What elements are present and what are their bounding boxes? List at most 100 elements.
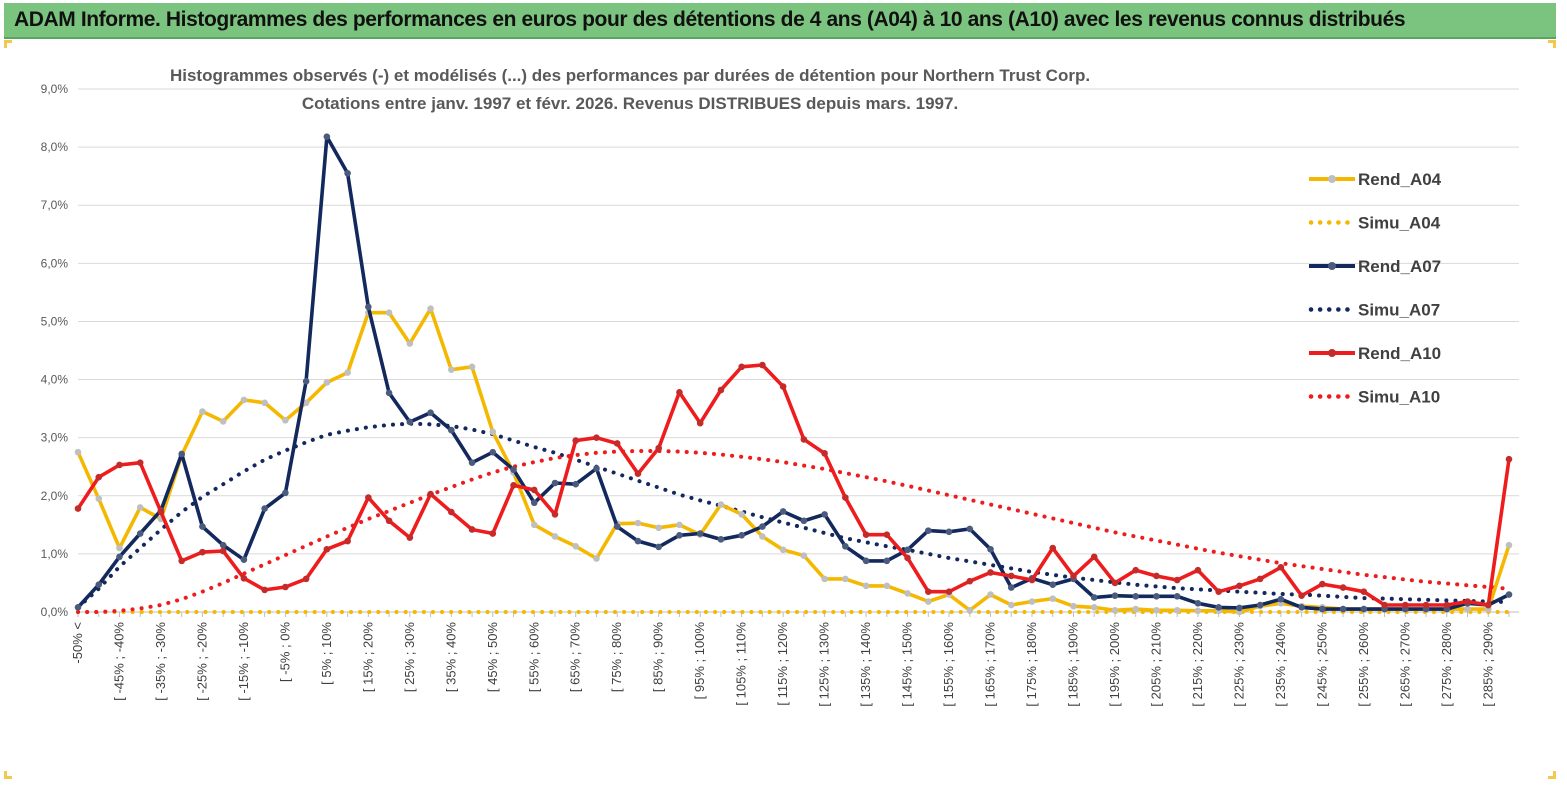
data-point-Rend_A04: [219, 418, 227, 425]
legend-item-Rend_A04: Rend_A04: [1309, 170, 1442, 189]
data-point-Rend_A10: [1194, 566, 1202, 574]
data-point-Rend_A10: [966, 577, 974, 585]
data-point-Rend_A04: [779, 546, 787, 554]
data-point-Rend_A07: [572, 480, 580, 488]
x-tick-label: [ 65% ; 70%: [568, 622, 583, 693]
series-line-Rend_A04: [76, 306, 1511, 614]
data-point-Rend_A07: [1256, 601, 1264, 609]
series-line-Simu_A10: [76, 449, 1511, 614]
data-point-Rend_A04: [1505, 541, 1513, 549]
data-point-Rend_A07: [593, 465, 600, 472]
frame-corner-bottom-left: [4, 776, 12, 779]
data-point-Rend_A10: [385, 517, 393, 525]
chart-title: Histogrammes observés (-) et modélisés (…: [170, 66, 1090, 113]
x-tick-label: [ -15% ; -10%: [236, 622, 251, 701]
data-point-Rend_A04: [344, 369, 351, 376]
data-point-Rend_A07: [987, 545, 994, 553]
x-tick-label: [ 195% ; 200%: [1107, 622, 1122, 707]
x-tick-label: [ 175% ; 180%: [1024, 622, 1039, 707]
series-line-Rend_A07: [76, 134, 1510, 611]
data-point-Rend_A04: [551, 533, 559, 540]
x-tick-label: [ 255% ; 260%: [1356, 622, 1371, 707]
data-point-Rend_A10: [261, 586, 268, 594]
data-point-Rend_A10: [904, 554, 911, 562]
data-point-Rend_A10: [74, 505, 82, 512]
y-tick-label: 3,0%: [41, 431, 69, 445]
data-point-Rend_A07: [634, 537, 642, 545]
data-point-Rend_A07: [530, 499, 538, 507]
data-point-Rend_A10: [1298, 592, 1305, 600]
frame-corner-top-left-v: [4, 40, 7, 48]
x-axis: -50% < [ -45% ; -40% [ -35% ; -30% [ -25% ;…: [70, 611, 1519, 707]
data-point-Rend_A10: [116, 461, 123, 469]
data-point-Rend_A04: [530, 521, 538, 529]
data-point-Rend_A07: [344, 169, 351, 177]
frame-corner-top-left: [4, 40, 12, 43]
data-point-Rend_A04: [427, 305, 434, 312]
data-point-Rend_A07: [717, 536, 725, 543]
x-tick-label: [ 165% ; 170%: [983, 622, 998, 707]
data-point-Rend_A07: [821, 511, 828, 518]
data-point-Rend_A04: [1173, 606, 1181, 614]
legend-label: Rend_A04: [1358, 170, 1442, 189]
data-point-Rend_A07: [1339, 605, 1347, 613]
legend-item-Simu_A07: Simu_A07: [1308, 301, 1440, 320]
legend-item-Simu_A04: Simu_A04: [1308, 214, 1441, 233]
data-point-Rend_A07: [199, 523, 206, 530]
data-point-Rend_A04: [1153, 606, 1160, 614]
x-tick-label: [ 215% ; 220%: [1190, 622, 1205, 707]
data-point-Rend_A07: [696, 530, 704, 537]
data-point-Rend_A04: [74, 448, 82, 456]
y-axis: 0,0% 1,0% 2,0% 3,0% 4,0% 5,0% 6,0% 7,0% 8,0% 9,0%: [41, 82, 69, 619]
x-tick-label: [ 135% ; 140%: [858, 622, 873, 707]
data-point-Rend_A10: [1236, 582, 1243, 590]
x-tick-label: [ 105% ; 110%: [734, 622, 749, 706]
data-point-Rend_A04: [323, 379, 331, 386]
report-title: ADAM Informe. Histogrammes des performan…: [14, 8, 1406, 31]
data-point-Rend_A07: [468, 459, 476, 466]
data-point-Rend_A07: [613, 523, 621, 530]
x-tick-label: [ -45% ; -40%: [111, 622, 126, 701]
data-point-Rend_A10: [779, 383, 787, 390]
data-point-Rend_A07: [1236, 604, 1243, 612]
y-tick-label: 1,0%: [41, 547, 69, 561]
data-point-Rend_A10: [282, 583, 289, 591]
data-point-Rend_A10: [1153, 572, 1160, 580]
chart-title-line-1: Histogrammes observés (-) et modélisés (…: [170, 66, 1090, 85]
data-point-Rend_A07: [1132, 593, 1139, 600]
data-point-Rend_A10: [95, 473, 103, 481]
x-tick-label: [ 185% ; 190%: [1065, 622, 1080, 707]
data-point-Rend_A10: [1132, 566, 1139, 574]
data-point-Rend_A10: [302, 575, 310, 583]
y-tick-label: 6,0%: [41, 256, 69, 270]
x-tick-label: [ 85% ; 90%: [651, 622, 666, 693]
data-point-Rend_A04: [1111, 606, 1119, 614]
data-point-Rend_A04: [1028, 598, 1036, 605]
x-tick-label: [ -25% ; -20%: [194, 622, 209, 701]
data-point-Rend_A10: [1422, 601, 1430, 609]
data-point-Rend_A07: [883, 557, 891, 565]
data-point-Rend_A10: [593, 434, 600, 441]
data-point-Rend_A07: [676, 531, 683, 539]
data-point-Rend_A07: [1153, 593, 1160, 600]
series-line-Rend_A10: [76, 363, 1511, 607]
legend: Rend_A04 Simu_A04 Rend_A07 Simu_A07 Rend_A10…: [1308, 170, 1442, 407]
data-point-Rend_A10: [219, 547, 227, 555]
report-banner: ADAM Informe. Histogrammes des performan…: [4, 3, 1556, 39]
data-point-Rend_A10: [634, 470, 642, 477]
data-point-Rend_A10: [676, 389, 683, 396]
frame-corner-bottom-right: [1548, 776, 1556, 779]
data-point-Rend_A07: [1173, 593, 1181, 600]
x-tick-label: [ 45% ; 50%: [485, 622, 500, 693]
data-point-Rend_A10: [759, 361, 766, 369]
data-point-Rend_A07: [966, 525, 974, 533]
data-point-Rend_A10: [157, 508, 165, 516]
frame-corner-top-right: [1548, 40, 1556, 43]
data-point-Rend_A10: [344, 537, 351, 545]
data-point-Rend_A04: [136, 504, 144, 511]
data-point-Rend_A10: [987, 569, 994, 576]
series-Simu_A10: [76, 449, 1511, 614]
legend-label: Rend_A10: [1358, 344, 1441, 363]
legend-label: Simu_A10: [1358, 388, 1440, 407]
data-point-Rend_A07: [925, 527, 932, 534]
